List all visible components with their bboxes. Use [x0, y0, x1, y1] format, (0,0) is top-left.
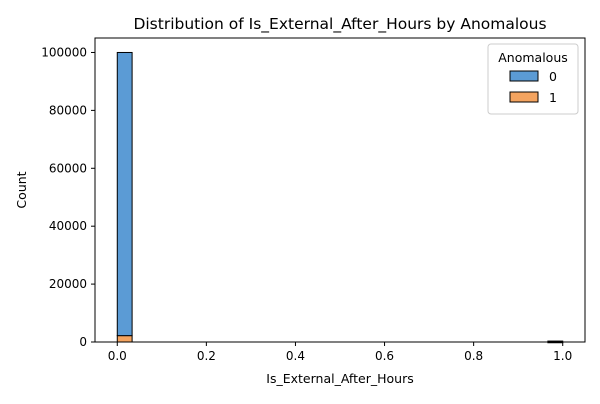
x-tick-label: 0.0	[108, 349, 127, 363]
y-tick-label: 80000	[49, 103, 87, 117]
plot-frame	[94, 37, 586, 343]
x-tick-label: 0.4	[286, 349, 305, 363]
chart-title: Distribution of Is_External_After_Hours …	[133, 15, 546, 34]
x-tick-label: 1.0	[553, 349, 572, 363]
x-axis-ticks: 0.0 0.2 0.4 0.6 0.8 1.0	[108, 342, 572, 363]
y-tick-label: 60000	[49, 161, 87, 175]
legend: Anomalous 0 1	[487, 43, 579, 115]
x-tick-label: 0.6	[375, 349, 394, 363]
y-tick-label: 0	[79, 335, 87, 349]
y-tick-label: 20000	[49, 277, 87, 291]
bar-series-1-bin-0	[116, 335, 133, 343]
y-tick-label: 100000	[41, 45, 87, 59]
y-axis-label: Count	[14, 171, 29, 208]
x-tick-label: 0.2	[197, 349, 216, 363]
x-axis-label: Is_External_After_Hours	[266, 371, 413, 386]
legend-swatch-1	[509, 91, 539, 103]
bar-series-0-bin-0	[116, 51, 133, 337]
legend-label-0: 0	[549, 69, 557, 84]
legend-title: Anomalous	[498, 50, 568, 65]
legend-swatch-0	[509, 70, 539, 82]
x-tick-label: 0.8	[464, 349, 483, 363]
bars-group	[116, 51, 564, 344]
y-axis-ticks: 0 20000 40000 60000 80000 100000	[41, 45, 95, 349]
y-tick-label: 40000	[49, 219, 87, 233]
legend-label-1: 1	[549, 90, 557, 105]
